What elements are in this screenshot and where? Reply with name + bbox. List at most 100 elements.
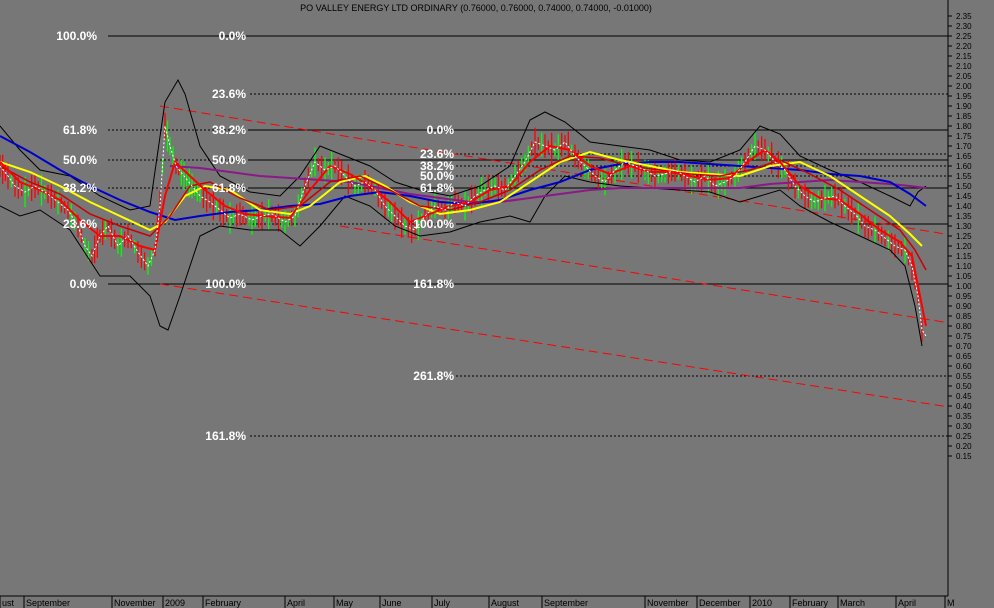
y-axis-ticks: 2.352.302.252.202.152.102.052.001.951.90… (948, 12, 972, 461)
fib-level-label: 23.6% (420, 147, 454, 161)
y-tick-label: 1.10 (956, 262, 972, 271)
chart-title: PO VALLEY ENERGY LTD ORDINARY (0.76000, … (300, 3, 652, 13)
y-tick-label: 1.95 (956, 92, 972, 101)
y-tick-label: 0.15 (956, 452, 972, 461)
y-tick-label: 1.60 (956, 162, 972, 171)
fib-level-label: 100.0% (413, 217, 454, 231)
fib-level-label: 50.0% (420, 169, 454, 183)
y-tick-label: 1.30 (956, 222, 972, 231)
y-tick-label: 1.45 (956, 192, 972, 201)
y-tick-label: 2.05 (956, 72, 972, 81)
x-tick-label: February (205, 598, 242, 608)
fib-level-label: 161.8% (205, 429, 246, 443)
y-tick-label: 0.40 (956, 402, 972, 411)
fib-level-label: 100.0% (205, 277, 246, 291)
y-tick-label: 0.85 (956, 312, 972, 321)
fib-level-label: 38.2% (63, 181, 97, 195)
fib-level-label: 0.0% (427, 123, 455, 137)
x-tick-label: July (434, 598, 451, 608)
y-tick-label: 1.05 (956, 272, 972, 281)
y-tick-label: 2.15 (956, 52, 972, 61)
purple-moving-average-line (169, 165, 927, 203)
x-tick-label: November (114, 598, 156, 608)
y-tick-label: 1.90 (956, 102, 972, 111)
x-axis-ticks: ust September November 2009 February April May… (0, 596, 955, 608)
x-tick-label: ust (2, 598, 15, 608)
fib-level-label: 0.0% (219, 29, 247, 43)
y-tick-label: 1.35 (956, 212, 972, 221)
y-tick-label: 2.00 (956, 82, 972, 91)
indicator-series (0, 78, 927, 347)
y-tick-label: 1.50 (956, 182, 972, 191)
y-tick-label: 0.25 (956, 432, 972, 441)
y-tick-label: 0.55 (956, 372, 972, 381)
y-tick-label: 0.80 (956, 322, 972, 331)
y-tick-label: 1.80 (956, 122, 972, 131)
x-tick-label: November (647, 598, 689, 608)
fib-level-label: 61.8% (63, 123, 97, 137)
y-tick-label: 1.65 (956, 152, 972, 161)
fib-level-label: 50.0% (63, 153, 97, 167)
red-moving-average-line (0, 144, 927, 327)
fib-level-label: 261.8% (413, 369, 454, 383)
x-axis-panel (0, 596, 994, 608)
y-tick-label: 0.65 (956, 352, 972, 361)
y-tick-label: 1.00 (956, 282, 972, 291)
fib-level-label: 50.0% (212, 153, 246, 167)
bollinger-upper-line (0, 78, 927, 211)
y-tick-label: 1.55 (956, 172, 972, 181)
x-tick-label: 2009 (165, 598, 185, 608)
y-axis-panel (948, 0, 994, 596)
y-tick-label: 0.50 (956, 382, 972, 391)
fib-level-label: 38.2% (420, 159, 454, 173)
trend-line (159, 283, 994, 415)
x-tick-label: M (947, 598, 955, 608)
y-tick-label: 0.35 (956, 412, 972, 421)
fib-level-label: 161.8% (413, 277, 454, 291)
y-tick-label: 2.10 (956, 62, 972, 71)
y-tick-label: 2.30 (956, 22, 972, 31)
x-tick-label: September (544, 598, 588, 608)
x-tick-label: March (840, 598, 865, 608)
trend-line (339, 225, 994, 331)
close-price-line (0, 125, 927, 337)
y-tick-label: 1.20 (956, 242, 972, 251)
x-tick-label: February (792, 598, 829, 608)
y-tick-label: 0.70 (956, 342, 972, 351)
bollinger-lower-line (0, 175, 923, 347)
x-tick-label: 2010 (752, 598, 772, 608)
y-tick-label: 1.85 (956, 112, 972, 121)
x-tick-label: April (287, 598, 305, 608)
y-tick-label: 1.75 (956, 132, 972, 141)
y-tick-label: 2.35 (956, 12, 972, 21)
y-tick-label: 1.15 (956, 252, 972, 261)
x-tick-label: April (898, 598, 916, 608)
x-tick-label: May (336, 598, 354, 608)
y-tick-label: 1.70 (956, 142, 972, 151)
y-tick-label: 0.20 (956, 442, 972, 451)
y-tick-label: 0.90 (956, 302, 972, 311)
fib-level-label: 0.0% (70, 277, 98, 291)
fib-level-label: 38.2% (212, 123, 246, 137)
y-tick-label: 0.30 (956, 422, 972, 431)
x-tick-label: August (491, 598, 520, 608)
fib-level-label: 23.6% (212, 87, 246, 101)
y-tick-label: 1.25 (956, 232, 972, 241)
x-tick-label: September (26, 598, 70, 608)
fibonacci-labels: 100.0%61.8%50.0%38.2%23.6%0.0%0.0%23.6%3… (56, 29, 454, 443)
x-tick-label: December (699, 598, 741, 608)
x-tick-label: June (382, 598, 402, 608)
y-tick-label: 0.60 (956, 362, 972, 371)
fib-level-label: 61.8% (420, 181, 454, 195)
y-tick-label: 0.95 (956, 292, 972, 301)
y-tick-label: 2.25 (956, 32, 972, 41)
y-tick-label: 0.75 (956, 332, 972, 341)
y-tick-label: 0.45 (956, 392, 972, 401)
y-tick-label: 1.40 (956, 202, 972, 211)
fib-level-label: 61.8% (212, 181, 246, 195)
fib-level-label: 100.0% (56, 29, 97, 43)
y-tick-label: 2.20 (956, 42, 972, 51)
fib-level-label: 23.6% (63, 217, 97, 231)
